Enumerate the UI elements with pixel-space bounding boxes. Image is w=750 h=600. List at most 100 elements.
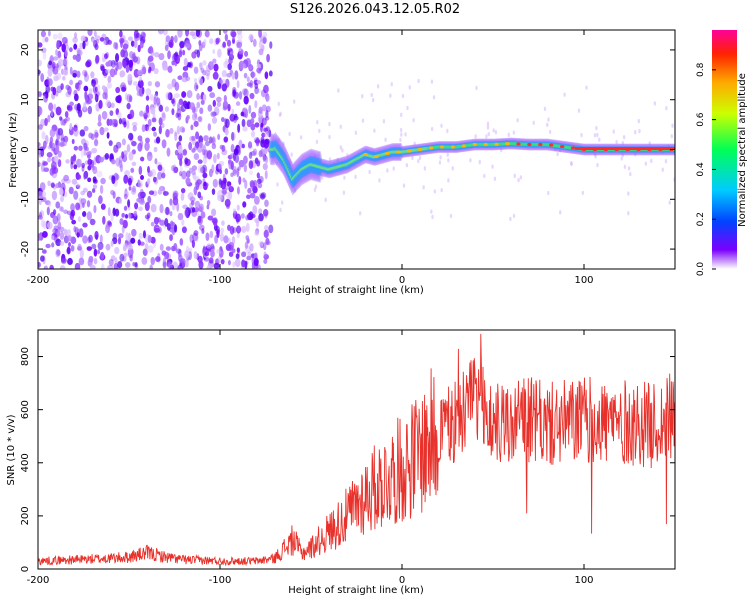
heatmap-cell: [118, 233, 124, 239]
heatmap-cell: [42, 51, 47, 60]
heatmap-cell: [671, 123, 674, 128]
heatmap-cell: [249, 181, 256, 190]
heatmap-cell: [123, 59, 127, 69]
heatmap-cell: [153, 68, 159, 75]
heatmap-cell: [177, 75, 183, 81]
heatmap-cell: [95, 54, 100, 64]
heatmap-cell: [176, 108, 182, 118]
heatmap-cell: [63, 229, 68, 236]
heatmap-cell: [41, 249, 47, 254]
heatmap-cell: [221, 83, 227, 92]
heatmap-cell: [263, 258, 268, 264]
heatmap-cell: [204, 251, 210, 257]
heatmap-cell: [150, 49, 155, 57]
heatmap-cell: [258, 150, 263, 158]
heatmap-cell: [180, 188, 186, 194]
heatmap-cell: [54, 229, 61, 238]
heatmap-cell: [44, 264, 49, 269]
heatmap-cell: [248, 104, 252, 114]
heatmap-cell: [115, 86, 121, 94]
heatmap-cell: [147, 195, 152, 204]
heatmap-cell: [235, 101, 241, 106]
heatmap-cell: [559, 144, 565, 149]
heatmap-cell: [179, 170, 183, 177]
heatmap-cell: [123, 252, 128, 258]
heatmap-cell: [185, 30, 190, 37]
heatmap-cell: [62, 58, 67, 67]
heatmap-cell: [235, 253, 240, 260]
heatmap-cell: [57, 150, 62, 158]
heatmap-cell: [577, 108, 581, 113]
heatmap-cell: [46, 206, 50, 216]
heatmap-cell: [242, 126, 248, 132]
heatmap-cell: [38, 198, 42, 206]
heatmap-cell: [276, 182, 279, 187]
heatmap-cell: [256, 63, 261, 70]
heatmap-cell: [203, 38, 207, 45]
heatmap-cell: [236, 168, 240, 178]
colorbar-tick-label: 0.2: [696, 212, 706, 226]
heatmap-cell: [107, 207, 111, 217]
heatmap-cell: [223, 94, 227, 103]
heatmap-cell: [38, 69, 41, 75]
heatmap-cell: [507, 132, 510, 138]
heatmap-cell: [139, 241, 145, 246]
heatmap-cell: [262, 242, 267, 251]
heatmap-cell: [38, 124, 43, 130]
heatmap-cell: [127, 73, 133, 82]
heatmap-cell: [133, 68, 140, 78]
heatmap-cell: [212, 217, 218, 225]
heatmap-cell: [150, 93, 154, 101]
heatmap-cell: [109, 110, 114, 116]
heatmap-cell: [167, 50, 171, 60]
heatmap-cell: [85, 61, 91, 68]
heatmap-cell: [197, 215, 202, 224]
heatmap-cell: [644, 161, 648, 166]
heatmap-cell: [469, 158, 472, 163]
heatmap-cell: [277, 137, 280, 142]
heatmap-cell: [570, 146, 576, 150]
heatmap-cell: [104, 53, 108, 60]
heatmap-cell: [74, 93, 79, 102]
heatmap-cell: [207, 215, 214, 221]
heatmap-cell: [252, 205, 258, 215]
heatmap-cell: [246, 255, 252, 261]
heatmap-cell: [258, 40, 263, 49]
heatmap-cell: [142, 230, 146, 239]
heatmap-cell: [133, 210, 138, 217]
heatmap-cell: [220, 227, 224, 234]
heatmap-cell: [52, 56, 59, 61]
heatmap-cell: [70, 209, 76, 217]
heatmap-cell: [200, 67, 205, 74]
heatmap-cell: [653, 101, 657, 106]
heatmap-cell: [229, 185, 233, 192]
heatmap-cell: [209, 230, 214, 239]
y-axis-label-top: Frequency (Hz): [8, 112, 19, 188]
heatmap-cell: [207, 123, 212, 131]
heatmap-cell: [627, 191, 630, 196]
heatmap-cell: [122, 219, 128, 229]
heatmap-cell: [174, 131, 178, 142]
heatmap-cell: [157, 164, 163, 172]
heatmap-cell: [246, 194, 251, 200]
heatmap-cell: [38, 91, 41, 97]
heatmap-cell: [147, 57, 151, 66]
heatmap-cell: [143, 110, 148, 116]
heatmap-cell: [178, 258, 184, 264]
heatmap-cell: [48, 60, 53, 66]
heatmap-cell: [321, 175, 324, 180]
heatmap-cell: [93, 30, 97, 37]
heatmap-cell: [60, 83, 64, 91]
heatmap-cell: [83, 125, 89, 132]
heatmap-cell: [262, 163, 268, 171]
heatmap-cell: [408, 85, 411, 90]
heatmap-cell: [570, 161, 573, 167]
heatmap-cell: [210, 243, 215, 250]
heatmap-cell: [493, 176, 497, 182]
heatmap-cell: [59, 116, 63, 121]
heatmap-cell: [237, 166, 241, 171]
heatmap-cell: [150, 107, 156, 115]
heatmap-cell: [175, 55, 180, 63]
heatmap-cell: [212, 71, 219, 80]
heatmap-cell: [93, 129, 99, 139]
